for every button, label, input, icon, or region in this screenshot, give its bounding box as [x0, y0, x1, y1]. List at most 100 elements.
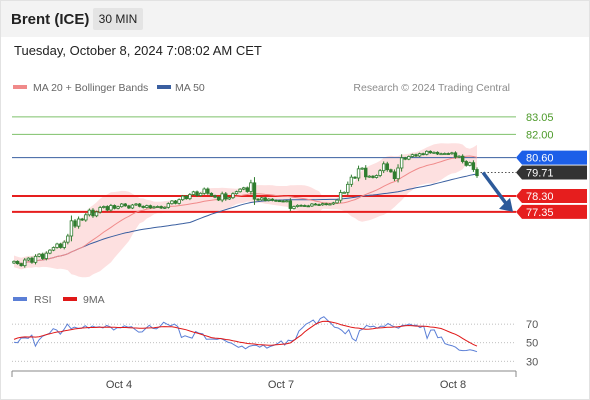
candle-body [295, 204, 300, 207]
candle-body [80, 218, 84, 221]
candle-body [224, 193, 228, 200]
candle-body [184, 195, 188, 200]
candle-body [364, 167, 368, 178]
candle-body [374, 175, 379, 178]
candle-body [195, 191, 199, 196]
candle-body [324, 203, 328, 206]
candle-body [19, 263, 23, 267]
candle-body [292, 206, 296, 209]
candle-body [277, 200, 282, 203]
candle-body [69, 220, 74, 237]
timeframe-button[interactable]: 30 MIN [93, 8, 143, 30]
candle-body [148, 205, 153, 209]
candle-body [159, 206, 163, 209]
bollinger-band-area [14, 143, 477, 278]
candle-body [231, 193, 235, 199]
candle-body [407, 156, 411, 160]
candle-body [313, 203, 318, 206]
rsi-tick-label: 50 [526, 338, 538, 350]
candle-body [414, 154, 418, 157]
candle-body [227, 197, 232, 200]
candle-body [44, 252, 49, 259]
candle-body [216, 196, 221, 201]
candle-body [432, 151, 436, 154]
candle-body [471, 162, 476, 170]
time-axis: Oct 4 Oct 7 Oct 8 [11, 370, 517, 391]
candle-body [299, 204, 303, 207]
candle-body [410, 154, 415, 157]
watermark: Research © 2024 Trading Central [353, 82, 510, 94]
candle-body [116, 206, 120, 209]
arrow-shaft [481, 171, 509, 206]
candle-body [87, 209, 92, 216]
candle-body [439, 153, 443, 156]
candle-body [450, 152, 454, 155]
candle-body [94, 211, 99, 217]
candle-body [270, 198, 275, 201]
rsi-line [13, 316, 478, 353]
candle-body [37, 253, 41, 257]
resistance-label: 82.00 [526, 129, 554, 141]
candle-body [51, 247, 56, 251]
candle-body [367, 175, 372, 178]
candle-body [62, 241, 66, 248]
candle-body [360, 167, 364, 170]
candle-body [191, 191, 196, 195]
candle-body [285, 200, 289, 203]
candle-body [23, 259, 27, 267]
candle-body [442, 153, 447, 155]
candle-body [342, 191, 346, 194]
candle-body [468, 162, 472, 166]
support-label: 77.35 [526, 207, 554, 219]
ma20-legend-swatch [13, 85, 27, 89]
ma50-legend-label: MA 50 [175, 82, 205, 94]
candle-body [417, 153, 422, 157]
candle-body [137, 203, 142, 207]
candle-body [303, 205, 307, 207]
candle-body [48, 249, 52, 254]
candle-body [123, 203, 127, 207]
candle-body [152, 206, 156, 209]
projection-arrow [481, 171, 513, 212]
candle-body [209, 192, 214, 197]
candle-body [457, 155, 461, 158]
candle-body [403, 157, 407, 160]
candle-body [166, 203, 171, 208]
candle-body [306, 205, 311, 208]
level-lines [12, 116, 516, 213]
candle-body [26, 257, 31, 261]
candle-body [58, 243, 63, 248]
candle-body [173, 200, 178, 204]
candle-body [381, 163, 386, 172]
candle-body [320, 203, 325, 206]
rsi-ma-legend-label: 9MA [83, 294, 105, 306]
moving-averages [13, 155, 478, 265]
candle-body [435, 151, 440, 155]
rsi-panel: 70 50 30 [12, 316, 538, 368]
rsi-tick-label: 30 [526, 356, 538, 368]
level-labels: 83.05 82.00 80.60 79.71 78.30 77.35 [516, 112, 587, 219]
candle-body [84, 214, 88, 221]
candle-body [238, 188, 242, 193]
candlesticks [12, 150, 479, 268]
candle-body [263, 197, 267, 201]
candle-body [331, 202, 336, 205]
timestamp: Tuesday, October 8, 2024 7:08:02 AM CET [14, 43, 262, 58]
candle-body [220, 193, 224, 201]
candle-body [371, 175, 375, 178]
candle-body [475, 169, 479, 177]
candle-body [98, 207, 102, 213]
candle-body [145, 205, 149, 208]
candle-body [256, 198, 260, 201]
candle-body [281, 200, 285, 203]
candle-body [338, 192, 343, 201]
resistance-label: 83.05 [526, 112, 554, 124]
candle-body [317, 204, 321, 206]
candle-body [188, 194, 192, 200]
candle-body [259, 197, 264, 201]
candle-body [346, 183, 350, 193]
arrow-head [499, 197, 513, 212]
candle-body [180, 195, 185, 201]
candle-body [385, 163, 389, 171]
